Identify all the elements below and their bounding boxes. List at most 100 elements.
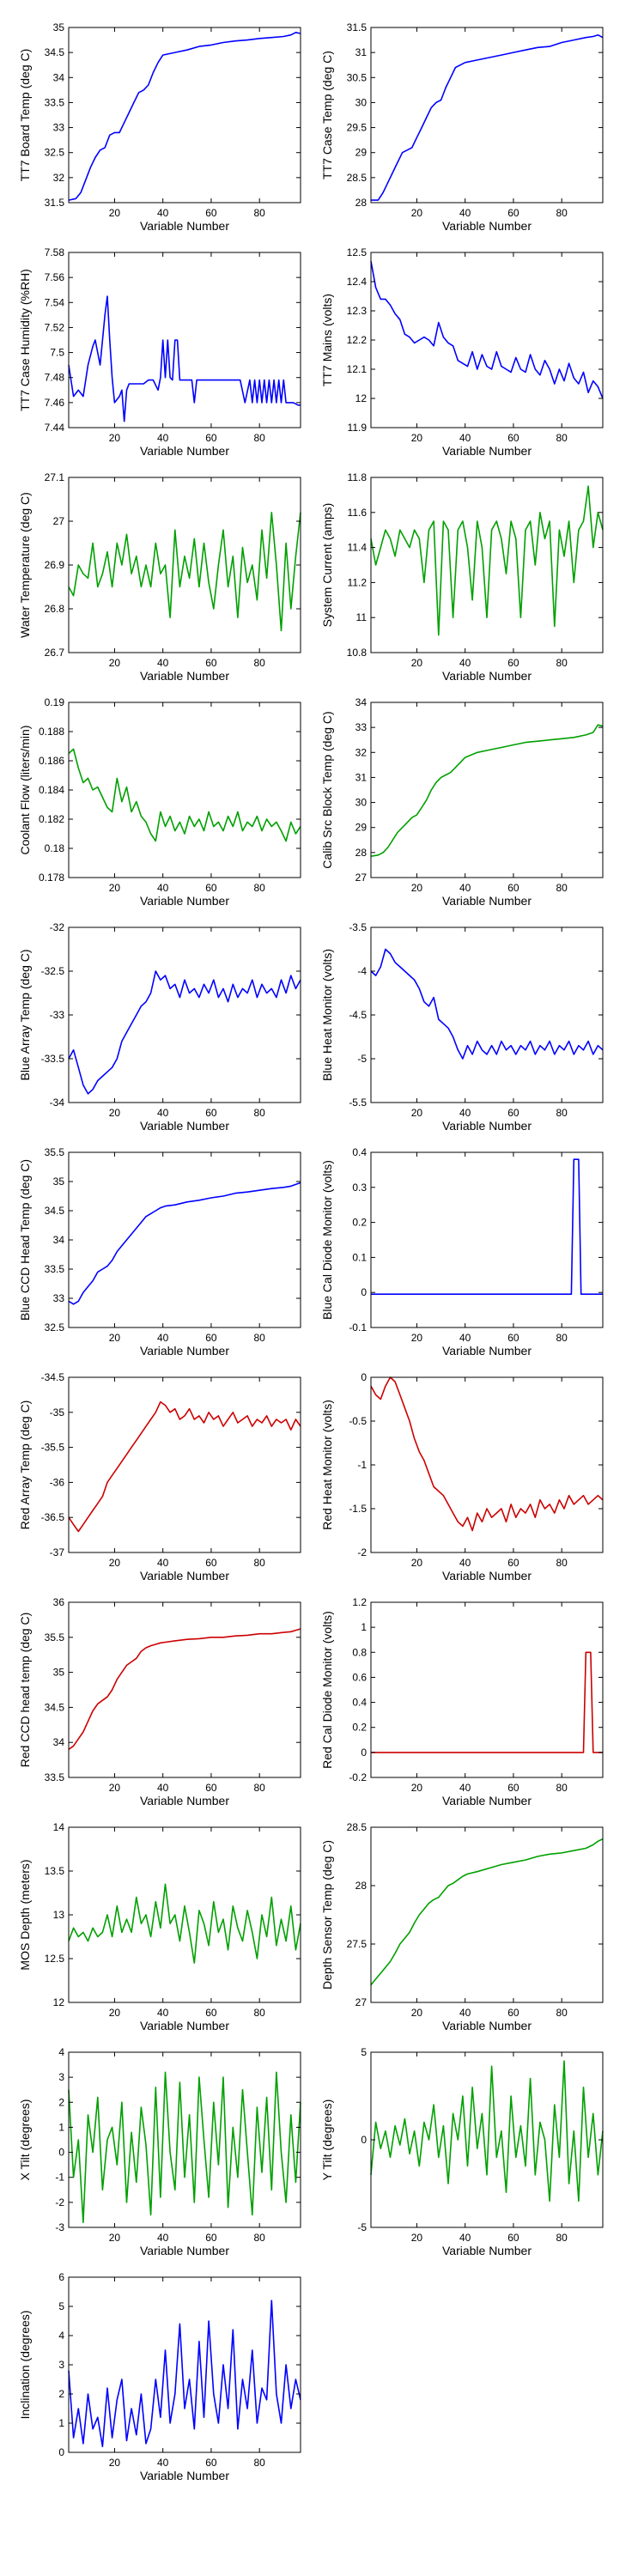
x-tick-label: 60 — [507, 2232, 519, 2244]
x-axis-label: Variable Number — [442, 1119, 532, 1133]
y-tick-label: 30 — [355, 797, 368, 809]
y-tick-label: 31.5 — [45, 197, 65, 209]
y-tick-label: 30 — [355, 96, 368, 108]
y-tick-label: 7.54 — [45, 296, 65, 308]
y-tick-label: 34 — [53, 1234, 65, 1246]
y-tick-label: 0.182 — [39, 813, 64, 825]
series-line — [68, 748, 301, 842]
y-tick-label: 29.5 — [347, 122, 368, 134]
x-tick-label: 60 — [205, 1557, 217, 1569]
y-tick-label: -33 — [50, 1009, 65, 1021]
y-tick-label: 6 — [58, 2271, 64, 2283]
y-tick-label: 33.5 — [45, 96, 65, 108]
x-tick-label: 40 — [459, 432, 471, 444]
x-tick-label: 40 — [157, 207, 169, 219]
y-tick-label: 4 — [58, 2330, 64, 2342]
y-tick-label: 1 — [58, 2417, 64, 2429]
x-tick-label: 80 — [254, 2007, 266, 2019]
x-tick-label: 20 — [109, 207, 121, 219]
y-tick-label: 32 — [53, 172, 65, 184]
chart-p9: -34 -33.5 -33 -32.5 -32 20 40 60 80 Variable Numb… — [18, 921, 301, 1133]
y-tick-label: -32 — [50, 921, 65, 933]
x-tick-label: 40 — [459, 1782, 471, 1794]
series-line — [370, 724, 604, 857]
x-axis-label: Variable Number — [140, 1344, 229, 1358]
y-tick-label: 0.188 — [39, 726, 64, 738]
x-tick-label: 20 — [109, 1782, 121, 1794]
x-tick-label: 20 — [411, 1107, 423, 1119]
series-line — [371, 1651, 603, 1753]
plot-frame — [68, 2276, 301, 2453]
y-tick-label: -4.5 — [349, 1009, 367, 1021]
y-tick-label: 35.5 — [45, 1146, 65, 1158]
chart-p4: 11.9 12 12.1 12.2 12.3 12.4 12.5 20 40 60 80 Variab… — [320, 246, 604, 458]
y-tick-label: 34 — [355, 696, 368, 708]
y-tick-label: 35 — [53, 1667, 65, 1679]
chart-p15: 33.5 34 34.5 35 35.5 36 20 40 60 80 Variable Numbe… — [18, 1596, 301, 1807]
series-line — [370, 261, 604, 399]
series-line — [68, 1182, 301, 1305]
x-tick-label: 20 — [411, 207, 423, 219]
plot-frame — [370, 2051, 604, 2228]
x-tick-label: 20 — [109, 657, 121, 669]
x-axis-label: Variable Number — [140, 2019, 229, 2032]
y-axis-label: TT7 Board Temp (deg C) — [18, 49, 32, 182]
y-tick-label: 28 — [355, 847, 368, 859]
y-tick-label: 0.178 — [39, 872, 64, 884]
chart-p1: 31.5 32 32.5 33 33.5 34 34.5 35 20 40 60 80 Variable… — [18, 21, 301, 233]
x-tick-label: 20 — [411, 2232, 423, 2244]
plot-frame — [68, 27, 301, 204]
chart-p21: 0 1 2 3 4 5 6 20 40 60 80 Variable Number Inclinatio… — [18, 2271, 301, 2482]
x-tick-label: 20 — [109, 432, 121, 444]
y-tick-label: 31 — [355, 46, 368, 58]
x-tick-label: 40 — [157, 657, 169, 669]
series-line — [370, 948, 604, 1060]
x-tick-label: 40 — [459, 882, 471, 894]
plot-frame — [68, 1601, 301, 1778]
y-tick-label: -0.5 — [349, 1415, 367, 1427]
x-tick-label: 60 — [507, 657, 519, 669]
x-tick-label: 60 — [507, 2007, 519, 2019]
x-tick-label: 80 — [556, 882, 568, 894]
y-tick-label: 29 — [355, 147, 368, 159]
y-axis-label: TT7 Case Temp (deg C) — [320, 51, 334, 179]
y-tick-label: -33.5 — [41, 1053, 65, 1065]
x-tick-label: 60 — [507, 1332, 519, 1344]
y-tick-label: -2 — [55, 2196, 64, 2208]
y-axis-label: System Current (amps) — [320, 503, 334, 628]
y-tick-label: 1 — [361, 1621, 367, 1633]
x-tick-label: 80 — [556, 1557, 568, 1569]
x-tick-label: 80 — [254, 657, 266, 669]
y-tick-label: -3 — [55, 2221, 64, 2233]
x-tick-label: 40 — [157, 432, 169, 444]
x-axis-label: Variable Number — [442, 444, 532, 458]
x-tick-label: 20 — [411, 1332, 423, 1344]
plot-frame — [68, 1826, 301, 2003]
y-tick-label: -3.5 — [349, 921, 367, 933]
x-tick-label: 20 — [109, 882, 121, 894]
x-tick-label: 40 — [157, 882, 169, 894]
y-tick-label: -1.5 — [349, 1503, 367, 1515]
plot-frame — [370, 1376, 604, 1553]
chart-p7: 0.178 0.18 0.182 0.184 0.186 0.188 0.19 20 40 60 8… — [18, 696, 301, 908]
x-tick-label: 20 — [109, 2232, 121, 2244]
y-tick-label: 32 — [355, 746, 368, 758]
plot-frame — [370, 702, 604, 878]
y-tick-label: 4 — [58, 2046, 64, 2058]
x-tick-label: 40 — [459, 657, 471, 669]
y-tick-label: 0 — [361, 1371, 367, 1383]
y-tick-label: 7.5 — [50, 347, 64, 359]
plot-frame — [68, 1151, 301, 1328]
x-axis-label: Variable Number — [442, 1344, 532, 1358]
chart-p8: 27 28 29 30 31 32 33 34 20 40 60 80 Variable Number C… — [320, 696, 604, 908]
y-axis-label: Water Temperature (deg C) — [18, 492, 32, 638]
y-tick-label: 0.3 — [352, 1182, 367, 1194]
plot-frame — [370, 1826, 604, 2003]
x-tick-label: 80 — [556, 1782, 568, 1794]
y-tick-label: 0.6 — [352, 1671, 367, 1683]
x-tick-label: 40 — [459, 207, 471, 219]
x-tick-label: 20 — [411, 1782, 423, 1794]
chart-p18: 27 27.5 28 28.5 20 40 60 80 Variable Number Depth… — [320, 1821, 604, 2032]
x-tick-label: 60 — [205, 882, 217, 894]
